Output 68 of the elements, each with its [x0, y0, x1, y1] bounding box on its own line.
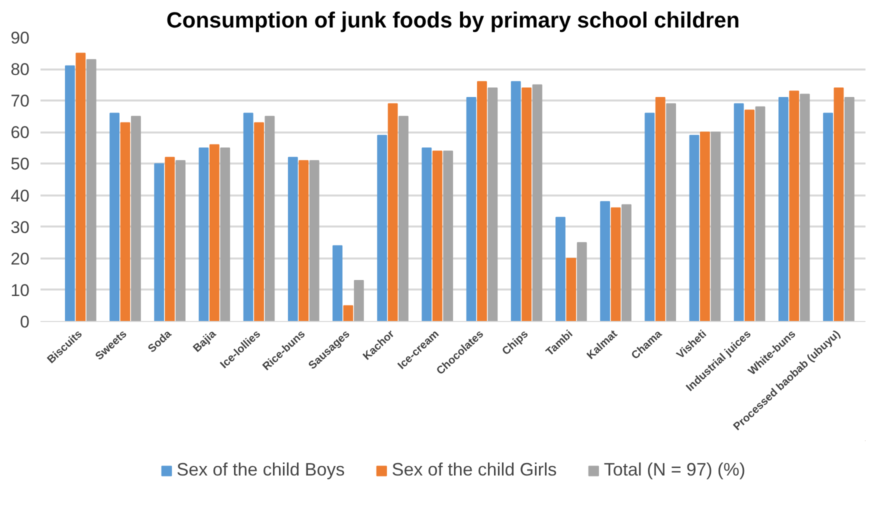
bar — [566, 258, 576, 322]
bar — [209, 144, 220, 322]
bar — [110, 112, 120, 322]
bar — [755, 106, 766, 322]
bar — [443, 150, 454, 322]
bar — [510, 81, 521, 322]
y-tick-label: 70 — [10, 92, 30, 111]
y-tick-label: 30 — [10, 218, 30, 237]
bar — [288, 156, 298, 322]
bar — [689, 134, 700, 322]
bar — [176, 160, 186, 322]
bar — [622, 204, 632, 322]
bar — [466, 96, 476, 322]
bar — [86, 59, 96, 322]
bar — [354, 280, 364, 322]
bar — [610, 207, 621, 322]
bar — [198, 147, 209, 322]
bar — [655, 96, 666, 322]
bar — [800, 94, 810, 322]
bar — [600, 201, 610, 322]
bar — [789, 90, 800, 322]
bar — [264, 116, 275, 322]
bar — [644, 112, 655, 322]
bar — [710, 132, 721, 322]
bar — [488, 87, 498, 322]
bar — [154, 163, 164, 322]
bar — [298, 160, 309, 322]
bar — [844, 96, 854, 322]
bar — [64, 65, 75, 322]
bar — [744, 110, 755, 322]
bar — [432, 150, 442, 322]
bar — [309, 160, 320, 322]
bar — [254, 122, 264, 322]
bar — [666, 103, 676, 322]
y-tick-label: 90 — [10, 28, 30, 48]
bar — [734, 103, 744, 322]
bar — [332, 245, 342, 322]
bar — [388, 103, 398, 322]
bar — [422, 147, 432, 322]
bar — [243, 112, 254, 322]
bar — [823, 112, 833, 322]
bar — [700, 132, 710, 322]
bar — [834, 87, 844, 322]
y-tick-label: 0 — [20, 312, 30, 332]
y-tick-label: 20 — [10, 249, 30, 268]
bar — [398, 116, 408, 322]
bar — [164, 156, 175, 322]
bar — [377, 134, 388, 322]
bar — [576, 242, 587, 322]
y-tick-label: 10 — [10, 280, 30, 300]
chart-title: Consumption of junk foods by primary school children — [166, 8, 740, 32]
bar — [220, 147, 230, 322]
bar — [556, 216, 566, 322]
bar — [522, 87, 532, 322]
legend-label: Sex of the child Girls — [392, 460, 557, 480]
bar — [477, 81, 487, 322]
y-tick-label: 40 — [10, 186, 30, 206]
legend-label: Total (N = 97) (%) — [604, 460, 746, 480]
bar — [76, 52, 86, 322]
y-tick-label: 50 — [10, 154, 30, 174]
y-tick-label: 60 — [10, 123, 30, 142]
bar — [120, 122, 130, 322]
y-tick-label: 80 — [10, 60, 30, 80]
bar — [130, 116, 141, 322]
bar — [532, 84, 542, 322]
legend-label: Sex of the child Boys — [176, 460, 345, 480]
bar — [778, 96, 788, 322]
bar — [343, 305, 354, 322]
